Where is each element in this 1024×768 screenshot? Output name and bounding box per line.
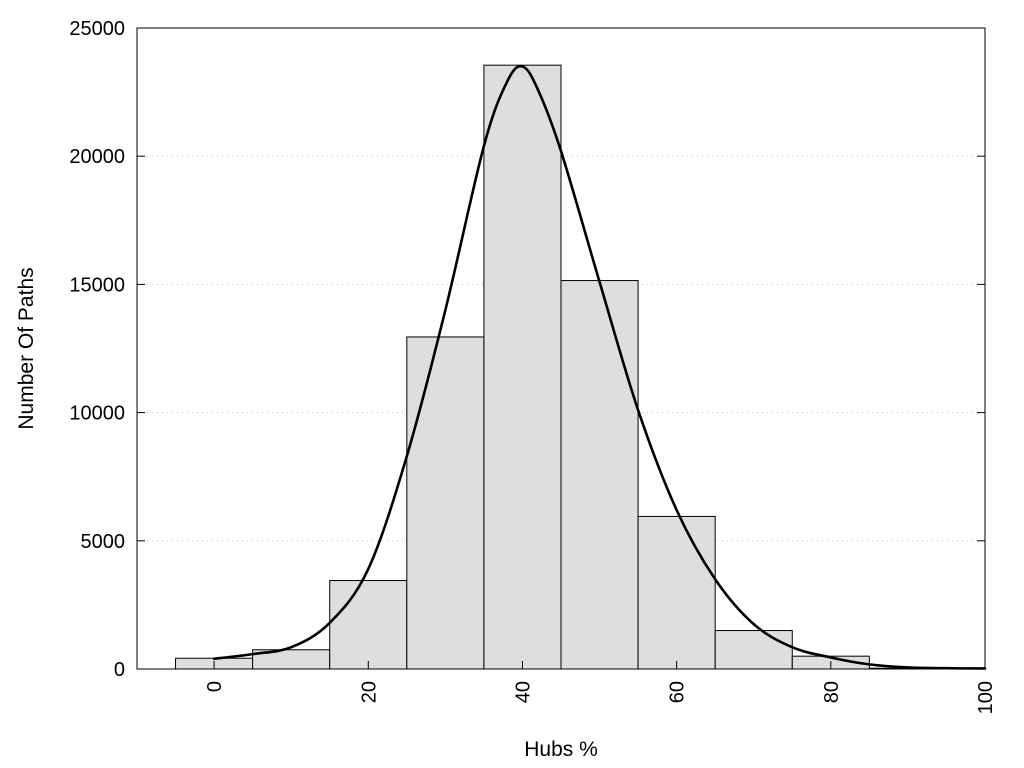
y-tick-label: 10000 bbox=[69, 403, 125, 425]
y-axis-title: Number Of Paths bbox=[15, 267, 38, 429]
histogram-bar bbox=[714, 630, 793, 670]
x-tick-label: 20 bbox=[358, 681, 380, 703]
x-tick-label: 80 bbox=[821, 681, 843, 703]
y-tick-label: 20000 bbox=[69, 146, 125, 168]
curve-layer bbox=[212, 64, 987, 670]
bars-layer bbox=[175, 64, 947, 670]
y-tick-label: 0 bbox=[114, 659, 125, 681]
y-axis-ticks: 0 5000 10000 15000 20000 25000 bbox=[69, 18, 985, 681]
y-tick-label: 25000 bbox=[69, 18, 125, 40]
histogram-bar bbox=[483, 64, 562, 670]
y-tick-label: 15000 bbox=[69, 274, 125, 296]
y-tick-label: 5000 bbox=[81, 531, 126, 553]
histogram-bar bbox=[406, 336, 485, 670]
histogram-bar bbox=[637, 515, 716, 670]
x-tick-label: 0 bbox=[204, 681, 226, 692]
x-tick-label: 100 bbox=[975, 681, 997, 714]
plot-frame bbox=[136, 27, 986, 670]
histogram-bar bbox=[329, 580, 408, 670]
x-tick-label: 60 bbox=[667, 681, 689, 703]
histogram-bar bbox=[560, 280, 639, 670]
x-tick-label: 40 bbox=[512, 681, 534, 703]
density-curve bbox=[212, 64, 987, 670]
x-axis-ticks: 0 20 40 60 80 100 bbox=[204, 661, 997, 714]
x-axis-title: Hubs % bbox=[524, 738, 598, 761]
